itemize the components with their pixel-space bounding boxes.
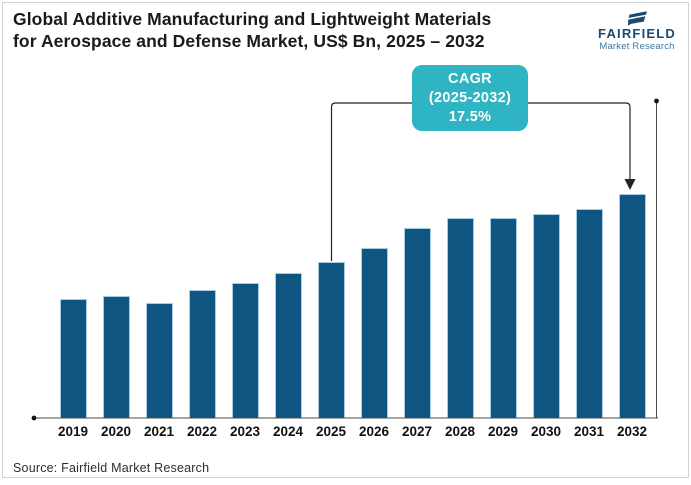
x-tick-label-2027: 2027 — [401, 424, 433, 439]
x-tick-label-2024: 2024 — [272, 424, 304, 439]
source-note: Source: Fairfield Market Research — [13, 461, 210, 475]
bar-2020 — [102, 296, 130, 418]
axis-origin-dot — [31, 415, 37, 421]
cagr-value: 17.5% — [448, 108, 492, 125]
bar-2031 — [575, 209, 603, 418]
bar-2030 — [532, 214, 560, 418]
bar-2029 — [489, 218, 517, 418]
fairfield-flag-icon — [628, 11, 647, 26]
bar-2021 — [145, 303, 173, 418]
chart-title: Global Additive Manufacturing and Lightw… — [13, 9, 573, 52]
x-tick-label-2019: 2019 — [57, 424, 89, 439]
x-tick-label-2021: 2021 — [143, 424, 175, 439]
bar-2026 — [360, 248, 388, 418]
fairfield-logo: FAIRFIELD Market Research — [597, 9, 677, 52]
bar-2022 — [188, 290, 216, 418]
x-tick-label-2025: 2025 — [315, 424, 347, 439]
logo-brand-text: FAIRFIELD — [598, 26, 676, 41]
x-tick-label-2020: 2020 — [100, 424, 132, 439]
chart-title-line1: Global Additive Manufacturing and Lightw… — [13, 9, 492, 29]
right-axis-top-dot — [654, 98, 659, 104]
bar-2024 — [274, 273, 302, 418]
x-tick-label-2022: 2022 — [186, 424, 218, 439]
callout-connector-right — [528, 102, 631, 180]
bar-2025 — [317, 262, 345, 418]
x-tick-label-2023: 2023 — [229, 424, 261, 439]
bar-2032 — [618, 194, 646, 418]
x-tick-label-2026: 2026 — [358, 424, 390, 439]
connector-arrowhead-icon — [624, 179, 636, 190]
x-tick-label-2031: 2031 — [573, 424, 605, 439]
cagr-period: (2025-2032) — [428, 89, 512, 106]
chart-title-line2: for Aerospace and Defense Market, US$ Bn… — [13, 30, 485, 51]
x-tick-label-2030: 2030 — [530, 424, 562, 439]
bar-2023 — [231, 283, 259, 418]
bar-2028 — [446, 218, 474, 418]
cagr-label: CAGR — [448, 70, 492, 87]
x-tick-label-2029: 2029 — [487, 424, 519, 439]
bar-2027 — [403, 228, 431, 418]
x-tick-label-2028: 2028 — [444, 424, 476, 439]
callout-connector-left — [330, 102, 412, 261]
x-tick-label-2032: 2032 — [616, 424, 648, 439]
bar-2019 — [59, 299, 87, 418]
logo-tagline-text: Market Research — [599, 41, 675, 52]
cagr-callout: CAGR (2025-2032) 17.5% — [412, 65, 528, 131]
